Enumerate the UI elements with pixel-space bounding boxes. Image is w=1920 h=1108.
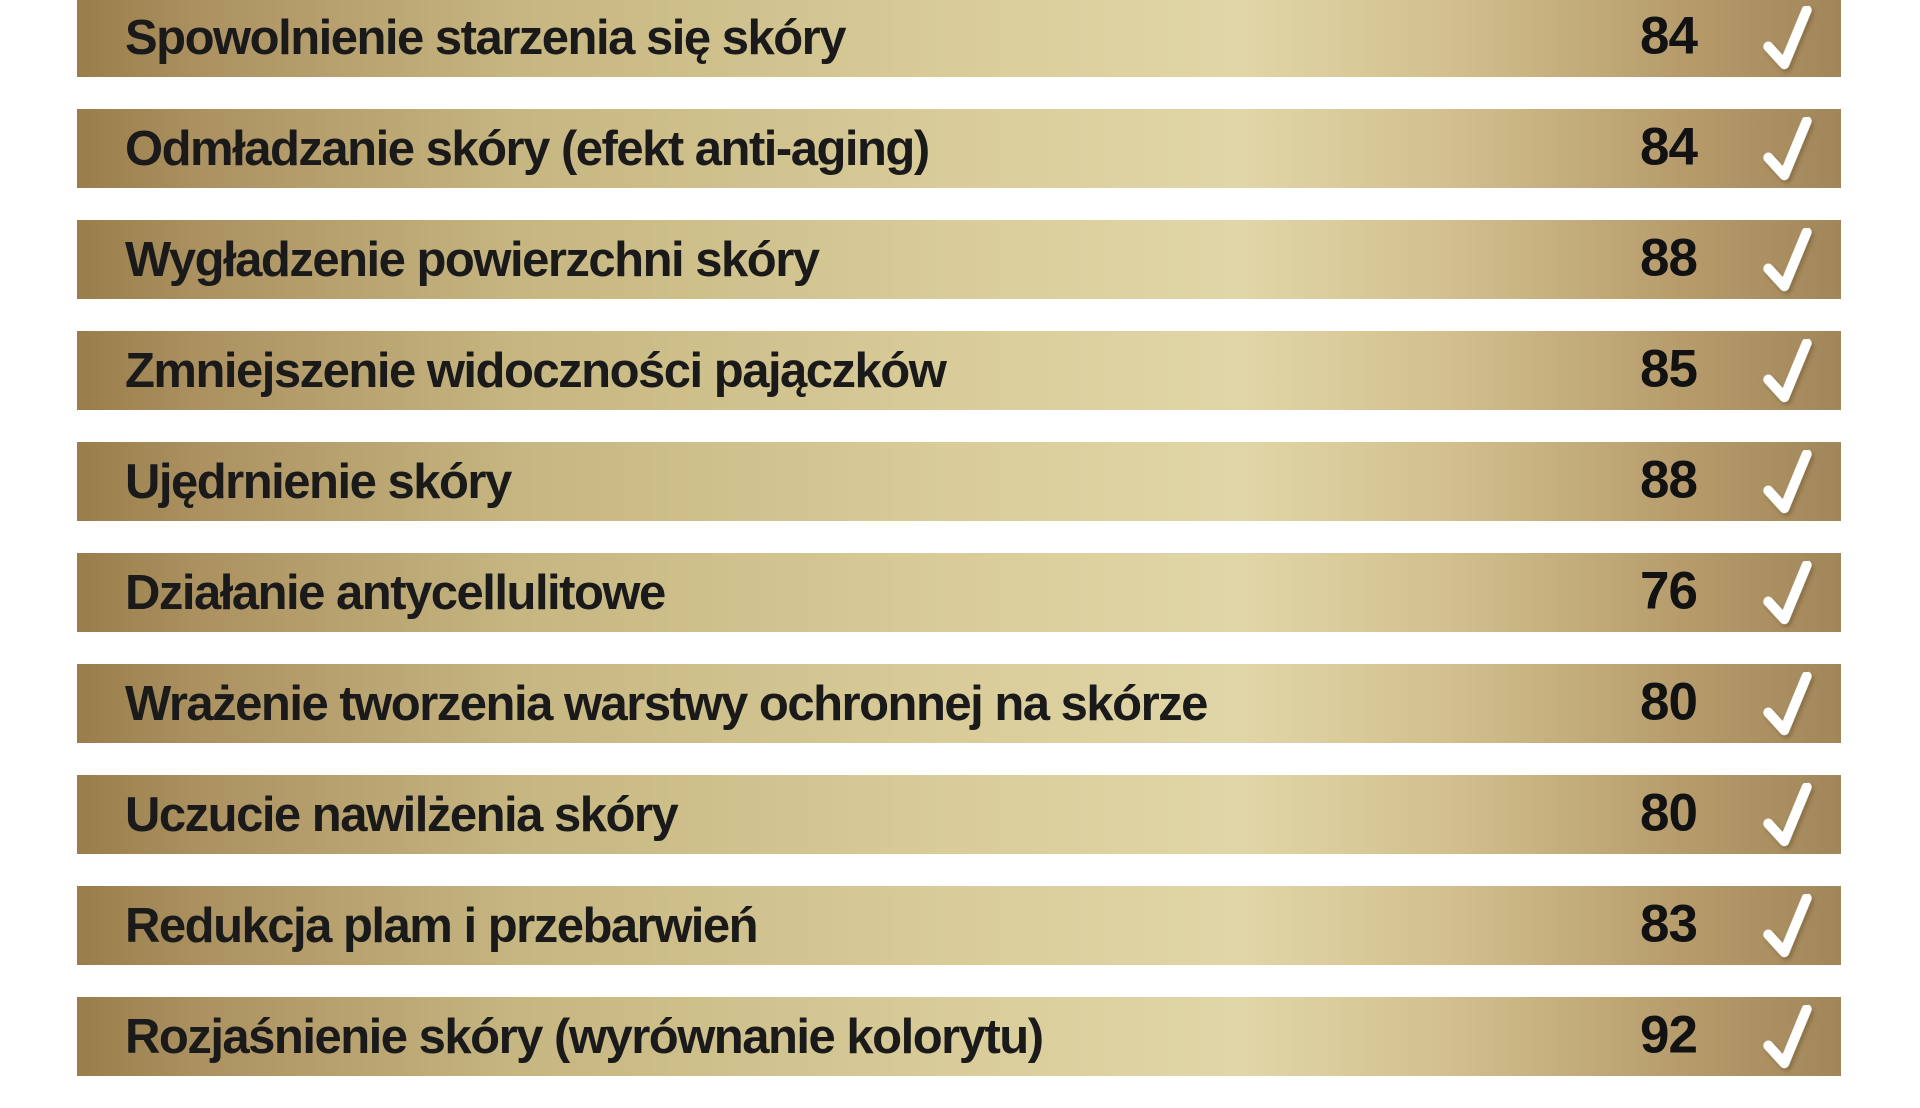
row-score: 84 [1640,117,1698,177]
checkmark-icon [1760,338,1815,403]
table-row: Zmniejszenie widoczności pajączków 85 [77,331,1841,410]
row-score: 85 [1640,339,1698,399]
benefits-score-table: Spowolnienie starzenia się skóry 84 Odmład… [77,0,1841,1108]
checkmark-icon [1760,5,1815,70]
table-row: Wygładzenie powierzchni skóry 88 [77,220,1841,299]
row-label: Ujędrnienie skóry [125,454,512,509]
table-row: Ujędrnienie skóry 88 [77,442,1841,521]
row-label: Redukcja plam i przebarwień [125,898,759,953]
row-label: Spowolnienie starzenia się skóry [125,10,846,65]
table-row: Działanie antycellulitowe 76 [77,553,1841,632]
row-score: 88 [1640,450,1698,510]
row-label: Wygładzenie powierzchni skóry [125,232,820,287]
row-score: 80 [1640,672,1698,732]
checkmark-icon [1760,227,1815,292]
row-label: Rozjaśnienie skóry (wyrównanie kolorytu) [125,1009,1044,1064]
row-label: Zmniejszenie widoczności pajączków [125,343,947,398]
checkmark-icon [1760,893,1815,958]
row-score: 76 [1640,561,1698,621]
checkmark-icon [1760,116,1815,181]
row-score: 83 [1640,894,1698,954]
row-label: Działanie antycellulitowe [125,565,666,620]
row-score: 88 [1640,228,1698,288]
checkmark-icon [1760,671,1815,736]
row-score: 84 [1640,6,1698,66]
row-label: Uczucie nawilżenia skóry [125,787,679,842]
checkmark-icon [1760,782,1815,847]
row-label: Odmładzanie skóry (efekt anti-aging) [125,121,930,176]
table-row: Odmładzanie skóry (efekt anti-aging) 84 [77,109,1841,188]
table-row: Redukcja plam i przebarwień 83 [77,886,1841,965]
checkmark-icon [1760,560,1815,625]
table-row: Rozjaśnienie skóry (wyrównanie kolorytu)… [77,997,1841,1076]
table-row: Spowolnienie starzenia się skóry 84 [77,0,1841,77]
checkmark-icon [1760,449,1815,514]
table-row: Wrażenie tworzenia warstwy ochronnej na … [77,664,1841,743]
row-label: Wrażenie tworzenia warstwy ochronnej na … [125,676,1208,731]
checkmark-icon [1760,1004,1815,1069]
table-row: Uczucie nawilżenia skóry 80 [77,775,1841,854]
row-score: 92 [1640,1005,1698,1065]
row-score: 80 [1640,783,1698,843]
